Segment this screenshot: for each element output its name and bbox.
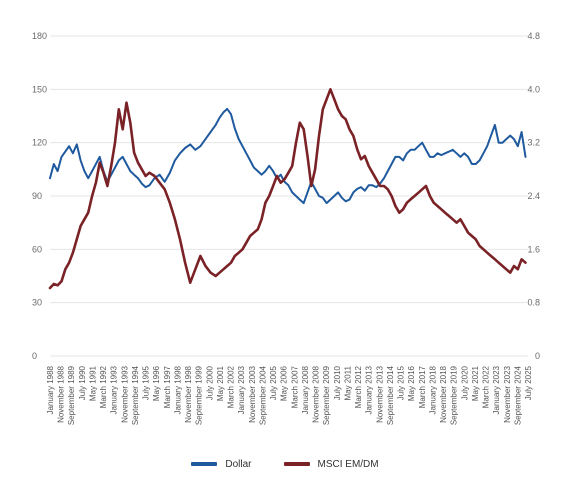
- series-line-dollar: [49, 107, 527, 205]
- y-left-tick-label: 60: [32, 244, 42, 254]
- x-tick-label: November 2003: [248, 365, 257, 422]
- y-right-tick-label: 1.6: [527, 244, 540, 254]
- x-tick-label: July 1990: [78, 365, 87, 400]
- legend-item-dollar: Dollar: [191, 458, 252, 470]
- x-tick-label: March 2002: [227, 365, 236, 408]
- x-tick-label: January 1988: [46, 365, 55, 414]
- x-tick-label: January 2023: [492, 365, 501, 414]
- x-tick-label: May 2016: [407, 365, 416, 401]
- x-tick-label: November 2013: [375, 365, 384, 422]
- x-tick-label: May 2001: [216, 365, 225, 401]
- x-tick-label: July 1995: [142, 365, 151, 400]
- x-tick-label: November 2008: [312, 365, 321, 422]
- x-tick-label: September 2009: [322, 365, 331, 425]
- y-left-tick-label: 0: [32, 351, 37, 361]
- x-tick-label: July 2025: [524, 365, 533, 400]
- x-tick-label: November 1993: [120, 365, 129, 422]
- legend-swatch-msci: [283, 462, 310, 466]
- y-left-tick-label: 120: [32, 138, 47, 148]
- x-tick-label: March 1992: [99, 365, 108, 408]
- x-tick-label: September 1989: [67, 365, 76, 425]
- x-tick-label: March 2012: [354, 365, 363, 408]
- y-right-tick-label: 2.4: [527, 191, 540, 201]
- y-right-tick-label: 0: [535, 351, 540, 361]
- x-tick-label: May 1991: [88, 365, 97, 401]
- y-right-tick-label: 4.0: [527, 84, 540, 94]
- x-tick-label: July 2015: [397, 365, 406, 400]
- x-tick-label: July 2005: [269, 365, 278, 400]
- y-left-tick-label: 150: [32, 84, 47, 94]
- x-tick-label: September 2014: [386, 365, 395, 425]
- x-tick-label: July 2020: [460, 365, 469, 400]
- x-tick-label: March 2022: [482, 365, 491, 408]
- x-tick-label: November 1998: [184, 365, 193, 422]
- x-tick-label: March 2007: [290, 365, 299, 408]
- x-tick-label: May 1996: [152, 365, 161, 401]
- y-right-tick-label: 0.8: [527, 298, 540, 308]
- x-tick-label: November 1988: [57, 365, 66, 422]
- x-tick-label: July 2000: [205, 365, 214, 400]
- x-tick-label: May 2021: [471, 365, 480, 401]
- x-tick-label: March 1997: [163, 365, 172, 408]
- x-tick-label: January 1998: [173, 365, 182, 414]
- legend-label-dollar: Dollar: [225, 458, 252, 470]
- x-tick-label: November 2023: [503, 365, 512, 422]
- x-tick-label: March 2017: [418, 365, 427, 408]
- gridlines: [50, 35, 528, 357]
- y-right-tick-label: 4.8: [527, 31, 540, 41]
- y-left-tick-label: 30: [32, 298, 42, 308]
- x-tick-label: January 2008: [301, 365, 310, 414]
- x-tick-label: September 2019: [450, 365, 459, 425]
- x-tick-label: May 2006: [280, 365, 289, 401]
- x-tick-label: September 2004: [258, 365, 267, 425]
- y-axis-right: 0 0.8 1.6 2.4 3.2 4.0 4.8: [527, 31, 540, 361]
- x-tick-label: September 1994: [131, 365, 140, 425]
- x-tick-label: November 2018: [439, 365, 448, 422]
- legend: Dollar MSCI EM/DM: [0, 456, 570, 472]
- legend-item-msci: MSCI EM/DM: [283, 458, 379, 470]
- x-tick-label: July 2010: [333, 365, 342, 400]
- x-tick-label: May 2011: [343, 365, 352, 400]
- series-layer: [48, 88, 527, 290]
- x-tick-label: January 2003: [237, 365, 246, 414]
- legend-label-msci: MSCI EM/DM: [317, 458, 379, 470]
- x-tick-label: January 2018: [428, 365, 437, 414]
- x-axis: January 1988 November 1988 September 1989 J…: [46, 365, 533, 425]
- x-tick-label: January 1993: [110, 365, 119, 414]
- legend-swatch-dollar: [191, 462, 218, 466]
- x-tick-label: September 1999: [195, 365, 204, 425]
- x-tick-label: September 2024: [513, 365, 522, 425]
- series-line-msci-em-dm: [48, 88, 527, 290]
- y-left-tick-label: 180: [32, 31, 47, 41]
- y-axis-left: 0 30 60 90 120 150 180: [32, 31, 47, 361]
- y-left-tick-label: 90: [32, 191, 42, 201]
- y-right-tick-label: 3.2: [527, 138, 540, 148]
- x-tick-label: January 2013: [365, 365, 374, 414]
